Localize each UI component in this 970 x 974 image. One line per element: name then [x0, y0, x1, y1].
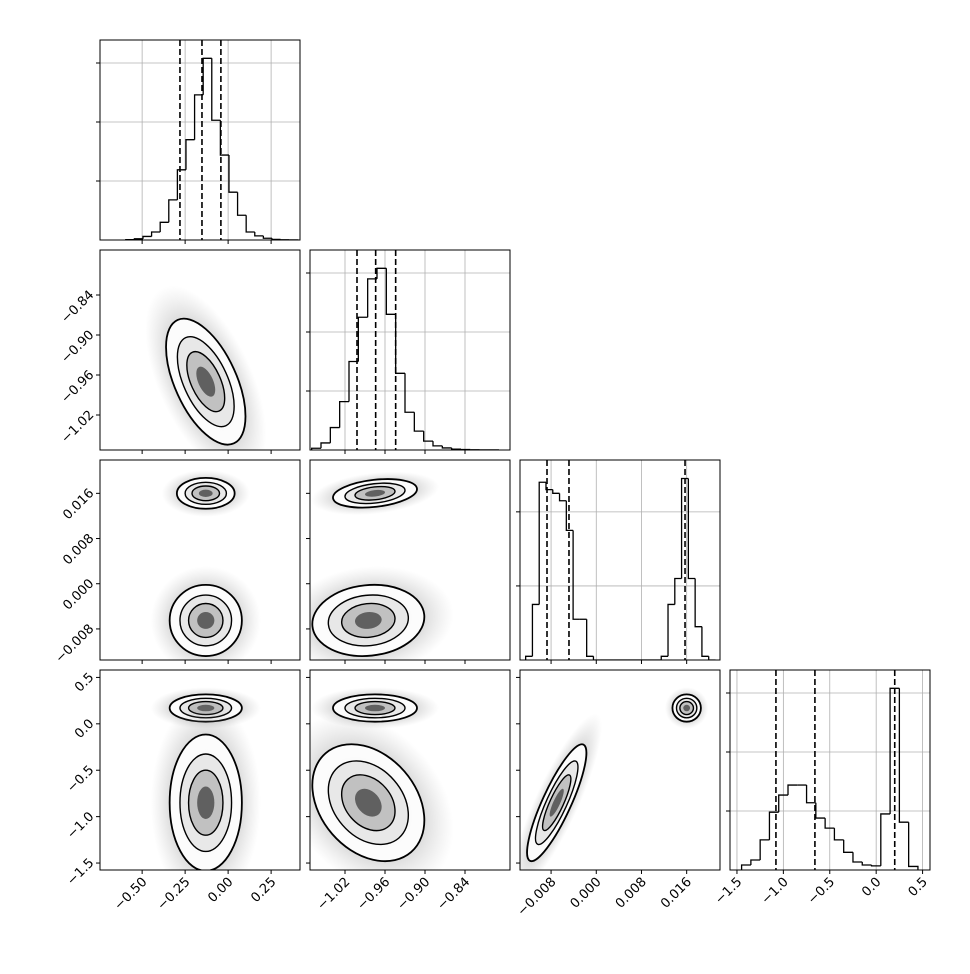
panel-content	[100, 40, 300, 240]
density-contour	[365, 705, 385, 711]
histogram-step	[862, 862, 871, 865]
y-tick-label: 0.0	[72, 717, 97, 742]
panel-content	[730, 670, 930, 870]
x-tick-label: −0.25	[155, 875, 194, 914]
histogram-step	[593, 656, 600, 660]
histogram-step	[769, 812, 778, 840]
x-tick-label: 0.016	[658, 875, 695, 912]
histogram-step	[272, 238, 281, 239]
y-tick-label: 0.016	[60, 486, 97, 523]
x-tick-label: −1.0	[759, 875, 792, 908]
y-tick-label: 0.008	[60, 531, 97, 568]
histogram-step	[661, 656, 668, 660]
panel-content	[520, 460, 720, 660]
histogram-step	[452, 448, 461, 449]
histogram-step	[169, 200, 178, 222]
histogram-step	[553, 490, 560, 494]
x-tick-label: 0.0	[859, 875, 884, 900]
histogram-step	[229, 155, 238, 192]
y-tick-label: −0.84	[59, 288, 98, 327]
histogram-step	[881, 814, 890, 866]
panel-content	[120, 268, 291, 495]
histogram-step	[255, 232, 264, 236]
histogram-step	[405, 373, 414, 412]
panel-content	[151, 470, 261, 675]
histogram-step	[177, 170, 186, 200]
histogram-step	[899, 688, 908, 822]
x-tick-label: −1.02	[315, 875, 354, 914]
histogram-step	[844, 840, 853, 852]
y-tick-label: −1.0	[64, 809, 97, 842]
x-tick-label: 0.5	[906, 875, 931, 900]
histogram-step	[688, 479, 695, 579]
histogram-step	[358, 317, 367, 361]
histogram-step	[414, 412, 423, 431]
histogram-step	[152, 232, 161, 236]
density-contour	[683, 705, 690, 711]
histogram-step	[238, 192, 247, 215]
histogram-step	[788, 785, 797, 795]
y-tick-label: −1.02	[59, 408, 98, 447]
histogram-step	[532, 604, 539, 656]
histogram-step	[396, 314, 405, 373]
panel-frame	[100, 40, 300, 240]
histogram-step	[263, 236, 272, 238]
y-tick-label: −0.90	[59, 328, 98, 367]
density-contour	[199, 490, 213, 497]
histogram-step	[203, 58, 212, 95]
y-tick-label: 0.5	[72, 670, 97, 695]
density-contour	[197, 612, 214, 629]
x-tick-label: −1.5	[712, 875, 745, 908]
panel-content	[496, 687, 708, 900]
histogram-step	[340, 402, 349, 428]
y-tick-label: −0.008	[53, 622, 98, 667]
y-tick-label: −0.96	[59, 368, 98, 407]
histogram-step	[909, 822, 918, 870]
histogram-step	[212, 58, 221, 120]
histogram-step	[330, 428, 339, 443]
x-tick-label: −0.84	[435, 875, 474, 914]
x-tick-label: 0.008	[613, 875, 650, 912]
histogram-step	[433, 441, 442, 446]
panel-content	[151, 687, 261, 906]
histogram-step	[143, 236, 152, 238]
histogram-step	[709, 656, 716, 660]
histogram-step	[560, 493, 567, 500]
histogram-step	[526, 656, 533, 660]
y-tick-label: −1.5	[64, 856, 97, 889]
x-tick-label: −0.90	[395, 875, 434, 914]
x-tick-label: 0.000	[568, 875, 605, 912]
histogram-step	[442, 446, 451, 448]
x-tick-label: −0.5	[805, 875, 838, 908]
histogram-step	[587, 619, 594, 656]
x-tick-label: −0.008	[515, 875, 560, 920]
histogram-step	[702, 627, 709, 657]
x-tick-label: −0.50	[112, 875, 151, 914]
panel-content	[310, 250, 510, 450]
x-tick-label: 0.00	[205, 875, 236, 906]
histogram-step	[760, 840, 769, 860]
histogram-step	[573, 530, 580, 619]
histogram-step	[834, 828, 843, 840]
histogram-step	[321, 443, 330, 448]
histogram-step	[386, 268, 395, 314]
panel-content	[278, 466, 460, 683]
histogram-step	[751, 860, 760, 865]
y-tick-label: −0.5	[64, 763, 97, 796]
histogram-step	[160, 222, 169, 232]
density-contour	[197, 786, 214, 818]
histogram-step	[675, 579, 682, 605]
histogram-step	[816, 803, 825, 818]
histogram-step	[186, 140, 195, 170]
histogram-step	[742, 865, 751, 870]
histogram-step	[853, 852, 862, 862]
x-tick-label: 0.25	[248, 875, 279, 906]
histogram-step	[246, 215, 255, 232]
x-tick-label: −0.96	[355, 875, 394, 914]
histogram-step	[668, 604, 675, 656]
y-tick-label: 0.000	[60, 576, 97, 613]
